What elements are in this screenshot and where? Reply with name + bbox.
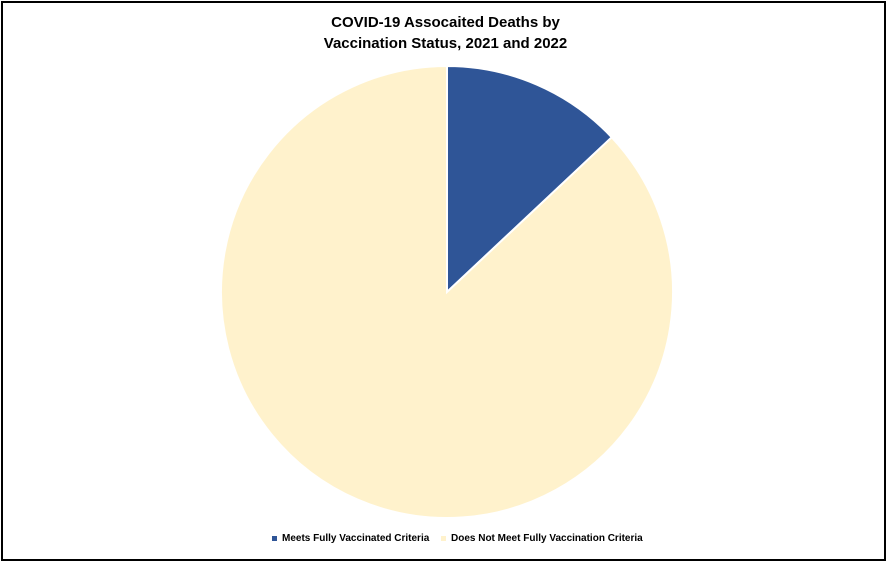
- legend-label-not-vaccinated: Does Not Meet Fully Vaccination Criteria: [451, 533, 643, 544]
- legend-swatch-vaccinated: [272, 536, 277, 541]
- chart-title-line-1: COVID-19 Assocaited Deaths by: [331, 14, 560, 31]
- legend-label-vaccinated: Meets Fully Vaccinated Criteria: [282, 533, 430, 544]
- legend-swatch-not-vaccinated: [441, 536, 446, 541]
- chart-title-line-2: Vaccination Status, 2021 and 2022: [323, 35, 568, 52]
- legend-item-vaccinated: Meets Fully Vaccinated Criteria: [272, 533, 429, 544]
- pie-slice-vaccinated: [446, 64, 614, 295]
- legend: Meets Fully Vaccinated Criteria Does Not…: [0, 533, 891, 549]
- legend-item-not-vaccinated: Does Not Meet Fully Vaccination Criteria: [441, 533, 643, 544]
- chart-title: COVID-19 Assocaited Deaths by Vaccinatio…: [0, 12, 891, 54]
- pie-slice-not-vaccinated: [220, 64, 674, 519]
